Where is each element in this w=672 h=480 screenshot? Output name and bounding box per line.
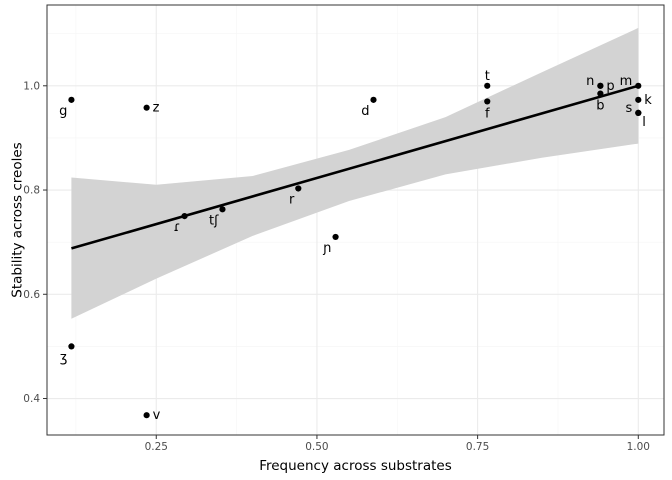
y-tick-label: 0.4 — [23, 393, 40, 405]
y-tick-label: 0.8 — [23, 185, 40, 197]
point-label: m — [620, 74, 633, 89]
point-label: tʃ — [209, 213, 219, 228]
regression-line — [71, 84, 639, 250]
point-label: ɲ — [322, 241, 331, 256]
point-label: p — [606, 79, 614, 94]
data-point — [484, 98, 491, 105]
data-point — [143, 412, 150, 419]
x-tick-label: 0.75 — [466, 441, 489, 453]
point-label: g — [59, 104, 67, 119]
x-tick-label: 1.00 — [627, 441, 650, 453]
confidence-band — [71, 27, 639, 319]
point-label: k — [644, 93, 652, 108]
data-point — [370, 96, 377, 103]
point-label: b — [596, 99, 604, 114]
point-label: r — [289, 192, 295, 207]
plot-panel-border — [46, 4, 665, 436]
x-axis-title: Frequency across substrates — [259, 458, 452, 474]
data-point — [635, 82, 642, 89]
point-label: f — [485, 106, 490, 121]
point-label: ɾ — [174, 220, 181, 235]
y-axis-title: Stability across creoles — [10, 142, 26, 297]
data-point — [143, 104, 150, 111]
point-label: t — [485, 69, 490, 84]
data-point — [219, 206, 226, 213]
point-label: s — [626, 101, 633, 116]
point-label: z — [153, 101, 160, 116]
point-label: v — [153, 408, 161, 423]
x-tick-label: 0.25 — [145, 441, 168, 453]
data-point — [181, 212, 188, 220]
data-points — [68, 82, 642, 419]
point-label: ʒ — [60, 350, 68, 365]
data-point — [68, 96, 75, 103]
y-axis-ticks: 0.4 0.6 0.8 1.0 — [23, 80, 47, 405]
data-point — [295, 185, 302, 192]
data-point — [484, 82, 491, 89]
data-point — [332, 233, 339, 241]
x-tick-label: 0.50 — [305, 441, 328, 453]
data-point — [597, 90, 604, 97]
data-point — [597, 82, 604, 89]
data-point — [635, 96, 642, 103]
point-label: d — [361, 104, 369, 119]
x-axis-ticks: 0.25 0.50 0.75 1.00 — [145, 435, 650, 453]
point-label: l — [642, 115, 646, 130]
y-tick-label: 1.0 — [23, 80, 40, 92]
point-label: n — [586, 74, 594, 89]
y-tick-label: 0.6 — [23, 289, 40, 301]
data-point — [635, 109, 642, 116]
data-point — [68, 343, 75, 350]
